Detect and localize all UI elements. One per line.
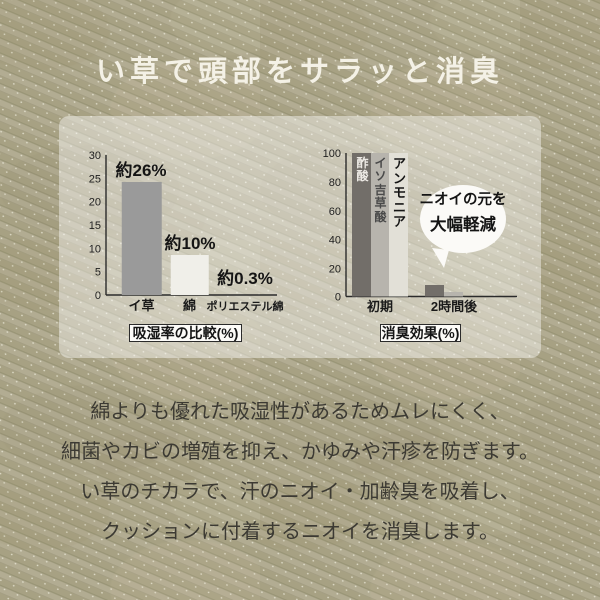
svg-text:2時間後: 2時間後 bbox=[431, 299, 478, 314]
svg-text:ポリエステル綿: ポリエステル綿 bbox=[207, 299, 284, 313]
svg-text:20: 20 bbox=[329, 264, 341, 276]
svg-text:80: 80 bbox=[329, 177, 341, 189]
svg-text:初期: 初期 bbox=[367, 299, 393, 314]
svg-text:大幅軽減: 大幅軽減 bbox=[430, 214, 497, 234]
svg-text:5: 5 bbox=[95, 267, 101, 279]
svg-text:0: 0 bbox=[335, 292, 341, 304]
svg-text:綿: 綿 bbox=[183, 298, 196, 313]
svg-text:10: 10 bbox=[89, 243, 101, 255]
svg-text:イ草: イ草 bbox=[128, 298, 154, 313]
svg-text:15: 15 bbox=[89, 220, 101, 232]
svg-text:60: 60 bbox=[329, 206, 341, 218]
svg-text:25: 25 bbox=[89, 173, 101, 185]
svg-text:100: 100 bbox=[323, 148, 341, 160]
svg-text:約10%: 約10% bbox=[164, 233, 215, 253]
svg-text:約0.3%: 約0.3% bbox=[217, 268, 273, 288]
svg-text:0: 0 bbox=[95, 290, 101, 302]
svg-text:約26%: 約26% bbox=[115, 160, 166, 180]
svg-text:30: 30 bbox=[89, 150, 101, 162]
svg-text:20: 20 bbox=[89, 197, 101, 209]
svg-text:40: 40 bbox=[329, 235, 341, 247]
svg-text:ニオイの元を: ニオイの元を bbox=[420, 191, 507, 208]
